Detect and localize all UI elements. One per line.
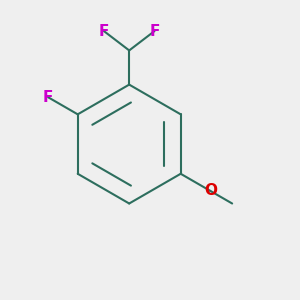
Text: F: F — [43, 90, 53, 105]
Text: O: O — [204, 183, 217, 198]
Text: F: F — [149, 24, 160, 39]
Text: F: F — [99, 24, 109, 39]
